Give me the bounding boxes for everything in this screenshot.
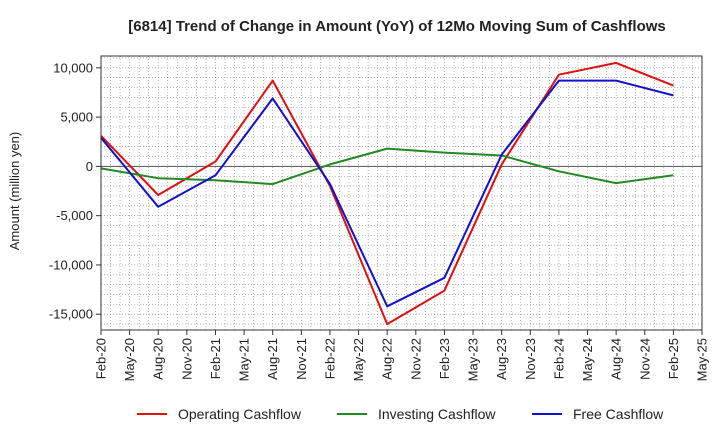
x-tick-label: May-22 (351, 338, 366, 381)
plot-area (101, 56, 702, 330)
x-tick-label: May-24 (580, 338, 595, 381)
chart-title: [6814] Trend of Change in Amount (YoY) o… (128, 18, 666, 35)
x-tick-label: Feb-22 (322, 338, 337, 379)
x-tick-label: May-23 (466, 338, 481, 381)
x-tick-label: Nov-22 (408, 338, 423, 380)
legend-label-free-cashflow: Free Cashflow (573, 406, 664, 422)
y-tick-label: -5,000 (56, 208, 93, 223)
y-axis-ticks: 10,000 5,000 0 -5,000 -10,000 -15,000 (49, 60, 101, 322)
x-tick-label: Nov-23 (523, 338, 538, 380)
series-layer (100, 61, 674, 326)
x-tick-label: Aug-22 (380, 338, 395, 380)
legend: Operating Cashflow Investing Cashflow Free… (137, 406, 664, 422)
x-tick-label: Nov-20 (179, 338, 194, 380)
y-tick-label: 0 (86, 159, 93, 174)
x-tick-label: Feb-25 (666, 338, 681, 379)
x-tick-label: May-21 (237, 338, 252, 381)
x-axis-ticks: Feb-20 May-20 Aug-20 Nov-20 Feb-21 May-21 Aug-… (94, 330, 710, 381)
series-line-free-cashflow (100, 79, 674, 308)
plot-frame (100, 55, 703, 331)
legend-label-investing-cashflow: Investing Cashflow (378, 406, 496, 422)
x-tick-label: Aug-20 (151, 338, 166, 380)
series-line-operating-cashflow (100, 61, 674, 326)
x-tick-label: May-20 (122, 338, 137, 381)
y-tick-label: -10,000 (49, 257, 93, 272)
series-line-investing-cashflow (100, 147, 674, 186)
y-tick-label: -15,000 (49, 307, 93, 322)
x-tick-label: Feb-21 (208, 338, 223, 379)
x-tick-label: Feb-24 (551, 338, 566, 379)
x-tick-label: Aug-21 (265, 338, 280, 380)
x-tick-label: Nov-21 (294, 338, 309, 380)
y-tick-label: 5,000 (60, 110, 93, 125)
y-axis-title: Amount (million yen) (7, 132, 22, 251)
x-tick-label: Aug-24 (609, 338, 624, 380)
x-tick-label: May-25 (695, 338, 710, 381)
y-tick-label: 10,000 (53, 60, 93, 75)
x-tick-label: Nov-24 (637, 338, 652, 380)
x-tick-label: Feb-23 (437, 338, 452, 379)
legend-label-operating-cashflow: Operating Cashflow (178, 406, 302, 422)
x-tick-label: Aug-23 (494, 338, 509, 380)
x-tick-label: Feb-20 (94, 338, 109, 379)
